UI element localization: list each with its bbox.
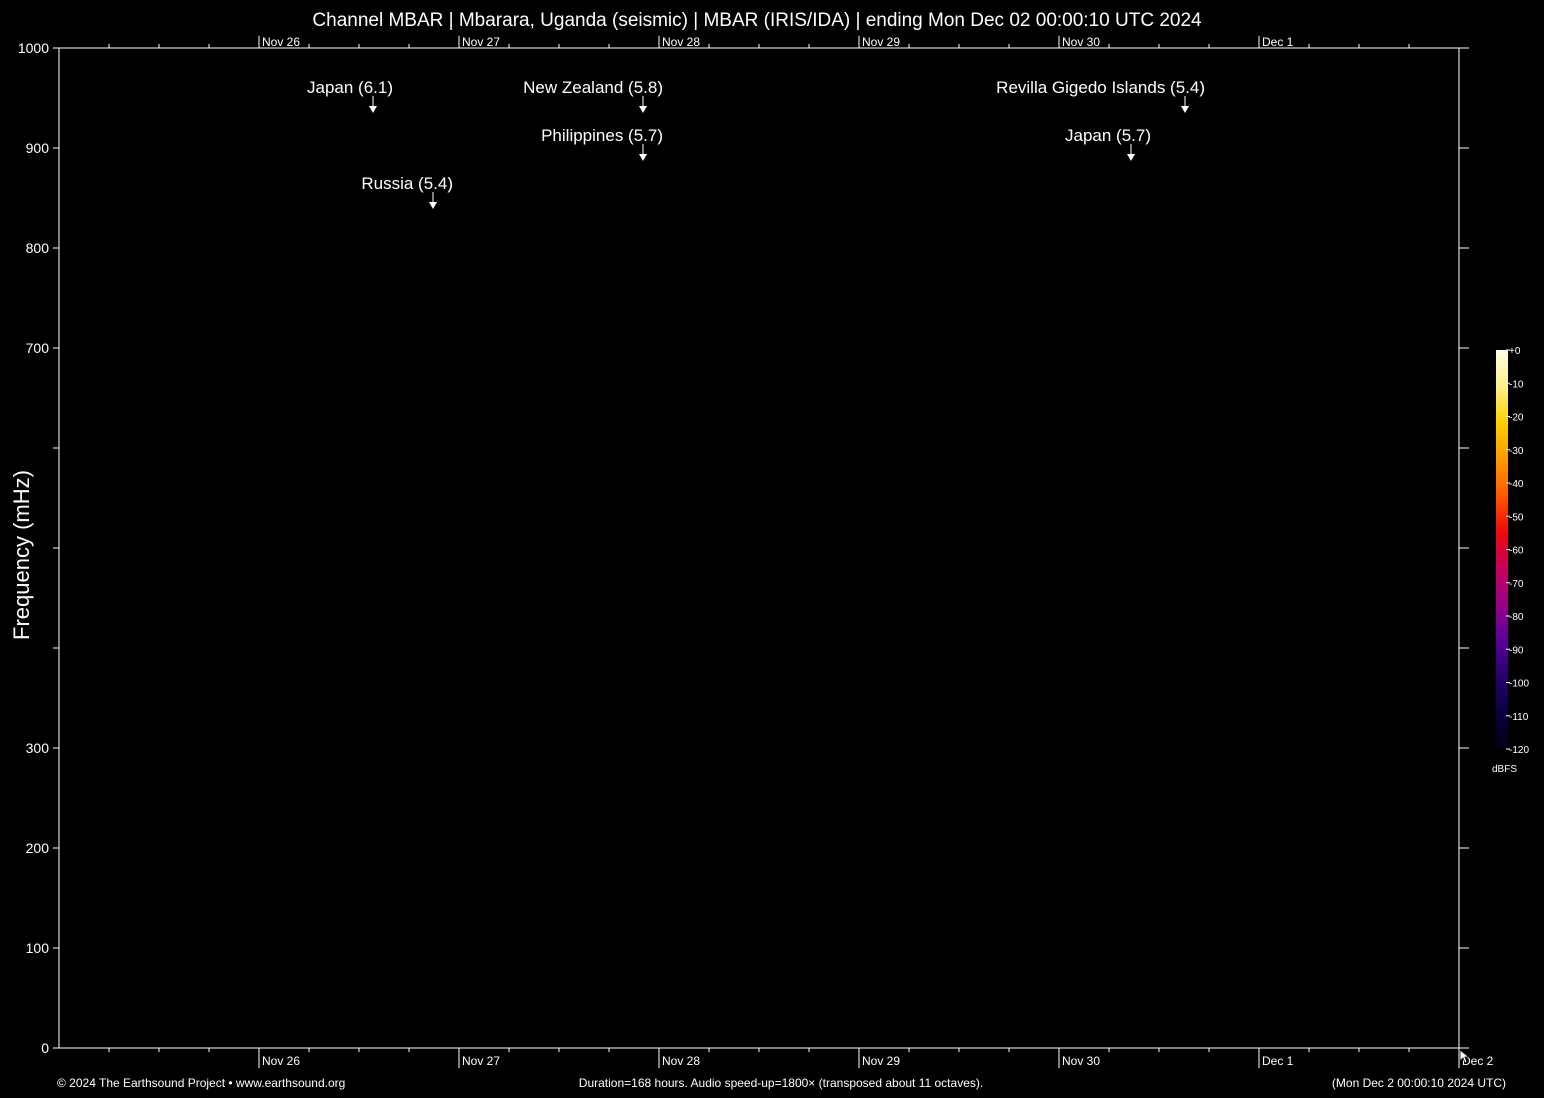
- y-tick-label: 1000: [18, 40, 49, 56]
- x-tick-label-top: Nov 28: [662, 35, 700, 49]
- x-tick-label-bottom: Nov 29: [862, 1054, 900, 1068]
- colorbar-tick-label: -110: [1509, 712, 1529, 723]
- colorbar-tick-label: -60: [1509, 546, 1524, 557]
- event-marker: Philippines (5.7): [541, 126, 663, 161]
- event-label: Russia (5.4): [361, 174, 453, 193]
- event-arrow-icon: [639, 106, 647, 113]
- event-marker: Japan (5.7): [1065, 126, 1151, 161]
- x-tick-label-bottom: Dec 2: [1462, 1054, 1494, 1068]
- colorbar-tick-label: -80: [1509, 612, 1524, 623]
- colorbar-tick-label: -100: [1509, 679, 1529, 690]
- colorbar-tick-label: -90: [1509, 645, 1524, 656]
- colorbar-tick-label: -40: [1509, 479, 1524, 490]
- event-arrow-icon: [369, 106, 377, 113]
- event-annotations: Japan (6.1) Russia (5.4) New Zealand (5.8)…: [307, 78, 1205, 209]
- colorbar-legend: +0 -10 -20 -30 -40 -50 -60 -70 -80 -90 -100 -110 -12…: [1492, 346, 1529, 775]
- colorbar-tick-label: -10: [1509, 379, 1524, 390]
- chart-title: Channel MBAR | Mbarara, Uganda (seismic)…: [312, 10, 1202, 31]
- x-tick-label-bottom: Dec 1: [1262, 1054, 1294, 1068]
- event-label: Japan (5.7): [1065, 126, 1151, 145]
- y-axis: 0 100 200 300 700 800 900 1000: [18, 40, 1469, 1056]
- y-tick-label: 300: [26, 740, 50, 756]
- colorbar-tick-label: +0: [1509, 346, 1521, 357]
- x-tick-label-bottom: Nov 30: [1062, 1054, 1100, 1068]
- event-arrow-icon: [1127, 154, 1135, 161]
- y-tick-label: 200: [26, 840, 50, 856]
- event-label: Philippines (5.7): [541, 126, 663, 145]
- x-axis-top: Nov 26 Nov 27 Nov 28 Nov 29 Nov 30 Dec 1: [108, 35, 1410, 49]
- event-arrow-icon: [639, 154, 647, 161]
- x-tick-label-top: Nov 27: [462, 35, 500, 49]
- x-tick-label-top: Nov 30: [1062, 35, 1100, 49]
- y-tick-label: 100: [26, 940, 50, 956]
- footer-timestamp: (Mon Dec 2 00:00:10 2024 UTC): [1331, 1076, 1506, 1090]
- y-tick-label: 800: [26, 240, 50, 256]
- x-tick-label-top: Nov 26: [262, 35, 300, 49]
- event-marker: Japan (6.1): [307, 78, 393, 113]
- event-label: Revilla Gigedo Islands (5.4): [996, 78, 1205, 97]
- event-label: Japan (6.1): [307, 78, 393, 97]
- colorbar-tick-label: -50: [1509, 512, 1524, 523]
- colorbar-gradient: [1496, 350, 1508, 749]
- x-tick-label-top: Nov 29: [862, 35, 900, 49]
- plot-area: [59, 48, 1459, 1048]
- x-axis-bottom: Nov 26 Nov 27 Nov 28 Nov 29 Nov 30 Dec 1 Dec 2: [108, 1048, 1494, 1068]
- y-tick-label: 700: [26, 340, 50, 356]
- footer-info: Duration=168 hours. Audio speed-up=1800×…: [578, 1076, 984, 1090]
- event-marker: Russia (5.4): [361, 174, 453, 209]
- y-tick-label: 900: [26, 140, 50, 156]
- colorbar-tick-label: -20: [1509, 413, 1524, 424]
- colorbar-tick-label: -70: [1509, 579, 1524, 590]
- event-arrow-icon: [429, 202, 437, 209]
- y-axis-label: Frequency (mHz): [9, 470, 34, 640]
- event-marker: New Zealand (5.8): [523, 78, 663, 113]
- x-tick-label-bottom: Nov 28: [662, 1054, 700, 1068]
- event-arrow-icon: [1181, 106, 1189, 113]
- footer-copyright: © 2024 The Earthsound Project • www.eart…: [57, 1076, 346, 1090]
- colorbar-tick-label: -120: [1509, 745, 1529, 756]
- x-tick-label-bottom: Nov 26: [262, 1054, 300, 1068]
- event-marker: Revilla Gigedo Islands (5.4): [996, 78, 1205, 113]
- colorbar-tick-label: -30: [1509, 446, 1524, 457]
- y-tick-label: 0: [41, 1040, 49, 1056]
- event-label: New Zealand (5.8): [523, 78, 663, 97]
- colorbar-unit-label: dBFS: [1492, 764, 1517, 775]
- mouse-cursor-icon: [1460, 1050, 1470, 1064]
- x-tick-label-bottom: Nov 27: [462, 1054, 500, 1068]
- x-tick-label-top: Dec 1: [1262, 35, 1294, 49]
